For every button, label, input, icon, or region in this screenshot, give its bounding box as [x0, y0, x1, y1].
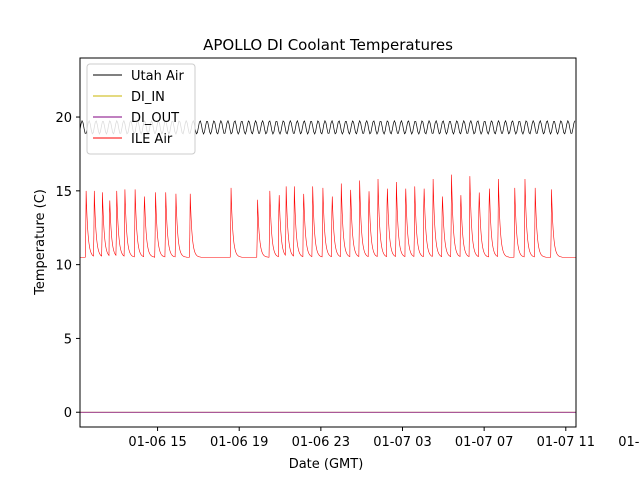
y-tick-label: 20: [55, 111, 72, 126]
y-tick-label: 10: [55, 259, 72, 274]
y-tick-label: 5: [64, 332, 72, 347]
series-line-ile-air: [80, 174, 576, 258]
legend-label: DI_IN: [131, 90, 165, 105]
x-tick-label: 01-07 07: [455, 435, 513, 450]
legend-label: Utah Air: [131, 69, 184, 84]
legend-box: [86, 63, 196, 155]
chart-title: APOLLO DI Coolant Temperatures: [203, 36, 453, 54]
plot-frame: [79, 57, 577, 428]
x-tick-label: 01-07 15: [618, 435, 640, 450]
x-axis-label: Date (GMT): [289, 457, 364, 472]
x-tick-label: 01-06 19: [210, 435, 268, 450]
legend-label: DI_OUT: [131, 111, 179, 126]
x-axis-ticks: 01-06 15 01-06 19 01-06 23 01-07 03 01-07 07…: [128, 427, 640, 450]
y-axis-label: Temperature (C): [33, 189, 48, 296]
chart-legend: Utah Air DI_IN DI_OUT ILE Air: [86, 63, 196, 155]
y-axis-ticks: 0 5 10 15 20: [55, 111, 80, 421]
x-tick-label: 01-06 15: [128, 435, 186, 450]
x-tick-label: 01-07 03: [373, 435, 431, 450]
x-tick-label: 01-07 11: [537, 435, 595, 450]
y-tick-label: 0: [64, 406, 72, 421]
legend-label: ILE Air: [131, 132, 173, 147]
x-tick-label: 01-06 23: [292, 435, 350, 450]
y-tick-label: 15: [55, 185, 72, 200]
